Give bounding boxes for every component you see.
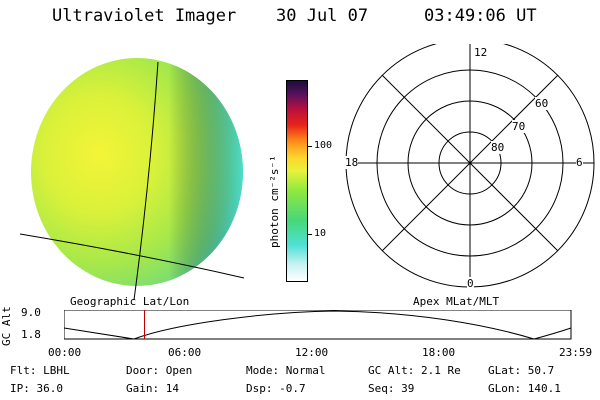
altitude-curve — [64, 310, 572, 340]
apex-caption: Apex MLat/MLT — [413, 295, 500, 308]
timeline-ytick-top: 9.0 — [21, 306, 41, 319]
altitude-timeline — [64, 310, 572, 340]
mlt-label-6: 6 — [576, 156, 583, 169]
info-door: Door: Open — [126, 364, 193, 377]
info-ip: IP: 36.0 — [10, 382, 63, 395]
info-dsp: Dsp: -0.7 — [246, 382, 306, 395]
mlat-label-60: 60 — [535, 97, 549, 110]
info-gain: Gain: 14 — [126, 382, 179, 395]
colorbar — [286, 80, 308, 282]
info-filter: Flt: LBHL — [10, 364, 70, 377]
polar-grid — [345, 44, 595, 288]
time-label: 03:49:06 UT — [424, 6, 537, 26]
uv-image — [19, 58, 245, 300]
timeline-xtick-0: 00:00 — [48, 346, 82, 359]
date-label: 30 Jul 07 — [276, 6, 369, 26]
timeline-xtick-1: 06:00 — [168, 346, 202, 359]
timeline-xtick-3: 18:00 — [422, 346, 456, 359]
mlt-label-18: 18 — [345, 156, 359, 169]
mlt-label-12: 12 — [474, 46, 488, 59]
mlt-label-0: 0 — [467, 277, 474, 290]
latitude-line — [19, 233, 245, 279]
info-gc-alt: GC Alt: 2.1 Re — [368, 364, 461, 377]
colorbar-tick-100 — [307, 146, 312, 147]
app-title: Ultraviolet Imager — [52, 6, 237, 26]
info-mode: Mode: Normal — [246, 364, 326, 377]
info-seq: Seq: 39 — [368, 382, 415, 395]
mlat-label-70: 70 — [512, 120, 526, 133]
timeline-ylabel: GC Alt — [0, 306, 13, 346]
colorbar-tick-10 — [307, 234, 312, 235]
timeline-ytick-bottom: 1.8 — [21, 328, 41, 341]
geo-caption: Geographic Lat/Lon — [70, 295, 190, 308]
polar-diag-2 — [381, 74, 559, 252]
info-glat: GLat: 50.7 — [488, 364, 555, 377]
timeline-xtick-2: 12:00 — [295, 346, 329, 359]
longitude-line — [133, 61, 159, 300]
info-glon: GLon: 140.1 — [488, 382, 561, 395]
colorbar-tick-label-100: 100 — [314, 140, 333, 151]
colorbar-unit-label: photon cm⁻²s⁻¹ — [268, 155, 281, 248]
colorbar-tick-label-10: 10 — [314, 228, 327, 239]
dayside-edge — [31, 58, 243, 286]
timeline-xtick-4: 23:59 — [559, 346, 593, 359]
mlat-label-80: 80 — [491, 141, 505, 154]
